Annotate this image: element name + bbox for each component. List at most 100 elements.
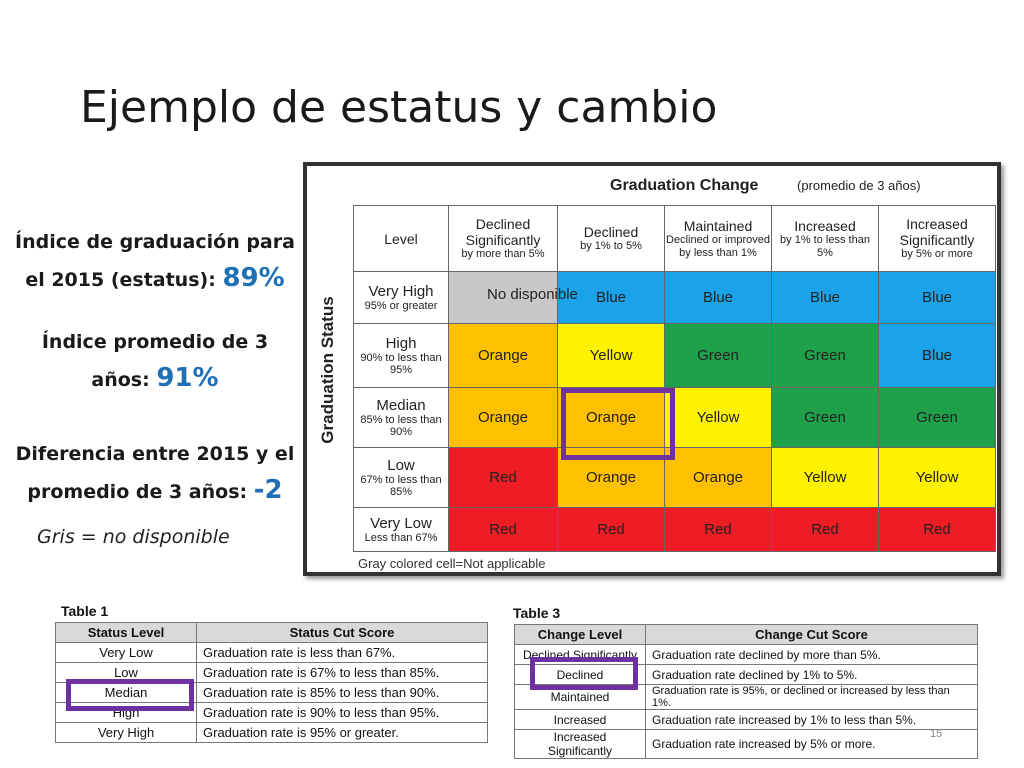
column-header: Maintained Declined or improved by less t…: [664, 205, 772, 272]
matrix-cell: Green: [771, 387, 879, 448]
table-row: Median Graduation rate is 85% to less tha…: [55, 682, 488, 703]
matrix-cell: Blue: [878, 271, 996, 324]
matrix-cell-not-available: [448, 271, 558, 324]
table-cell: Very Low: [55, 642, 197, 663]
matrix-cell: Red: [878, 507, 996, 552]
table-header: Change Level: [514, 624, 646, 645]
table-row: Very Low Graduation rate is less than 67%…: [55, 642, 488, 663]
row-level: Median: [376, 397, 426, 414]
matrix-row: Median 85% to less than 90% Orange Orange…: [353, 387, 996, 448]
row-range: Less than 67%: [364, 532, 438, 544]
row-header: Median 85% to less than 90%: [353, 387, 449, 448]
table-row: Increased Graduation rate increased by 1%…: [514, 709, 978, 730]
change-level-table: Change Level Change Cut Score Declined S…: [514, 624, 978, 759]
table-row: Low Graduation rate is 67% to less than 8…: [55, 662, 488, 683]
table-header: Change Cut Score: [645, 624, 978, 645]
graduation-status-axis-label: Graduation Status: [318, 296, 337, 444]
average-rate-label-line1: Índice promedio de 3: [41, 331, 269, 353]
table-header: Status Level: [55, 622, 197, 643]
table-cell: Graduation rate declined by more than 5%…: [645, 644, 978, 665]
matrix-cell: Red: [448, 447, 558, 508]
matrix-cell: Blue: [557, 271, 665, 324]
graduation-rate-label-line1: Índice de graduación para: [15, 231, 295, 253]
matrix-cell: Red: [664, 507, 772, 552]
table-cell: Very High: [55, 722, 197, 743]
column-title: Declined: [583, 224, 639, 240]
status-change-matrix: Level Declined Significantly by more than…: [353, 205, 996, 552]
matrix-heading: Graduation Change: [610, 177, 759, 194]
row-header: High 90% to less than 95%: [353, 323, 449, 388]
difference-value: -2: [253, 475, 283, 505]
row-range: 67% to less than 85%: [360, 474, 442, 498]
matrix-row: Very High 95% or greater Blue Blue Blue B…: [353, 271, 996, 324]
column-subtitle: by more than 5%: [461, 248, 545, 260]
column-title: Increased: [794, 217, 856, 234]
matrix-corner: Level: [353, 205, 449, 272]
matrix-row: Low 67% to less than 85% Red Orange Orang…: [353, 447, 996, 508]
graduation-rate-label-line2: el 2015 (estatus):: [25, 269, 216, 291]
matrix-cell: Green: [878, 387, 996, 448]
column-title: Maintained: [683, 217, 753, 234]
matrix-cell: Yellow: [557, 323, 665, 388]
table-cell: Graduation rate declined by 1% to 5%.: [645, 664, 978, 685]
table-cell: Graduation rate is 67% to less than 85%.: [196, 662, 488, 683]
table-cell: Graduation rate is less than 67%.: [196, 642, 488, 663]
matrix-highlight-box: [561, 388, 675, 460]
table-row: Increased Significantly Graduation rate i…: [514, 729, 978, 759]
table-cell: Graduation rate increased by 5% or more.: [645, 729, 978, 759]
matrix-header-row: Level Declined Significantly by more than…: [353, 205, 996, 272]
matrix-cell: Orange: [448, 387, 558, 448]
table3-caption: Table 3: [513, 605, 561, 621]
average-rate-block: Índice promedio de 3 años: 91%: [14, 324, 296, 398]
column-header: Declined by 1% to 5%: [557, 205, 665, 272]
matrix-cell: Red: [771, 507, 879, 552]
slide-title: Ejemplo de estatus y cambio: [80, 82, 718, 133]
table-row: Very High Graduation rate is 95% or great…: [55, 722, 488, 743]
table-header: Status Cut Score: [196, 622, 488, 643]
column-subtitle: by 1% to 5%: [580, 240, 642, 252]
matrix-cell: Red: [557, 507, 665, 552]
row-header: Low 67% to less than 85%: [353, 447, 449, 508]
column-header: Declined Significantly by more than 5%: [448, 205, 558, 272]
matrix-cell: Yellow: [878, 447, 996, 508]
row-level: Very High: [368, 283, 434, 300]
row-level: Low: [387, 457, 415, 474]
column-subtitle: Declined or improved by less than 1%: [666, 233, 770, 259]
page-number: 15: [930, 728, 943, 740]
table-header-row: Change Level Change Cut Score: [514, 624, 978, 645]
row-header: Very High 95% or greater: [353, 271, 449, 324]
difference-label-line1: Diferencia entre 2015 y el: [15, 443, 295, 465]
not-available-label: No disponible: [487, 286, 578, 303]
column-subtitle: by 5% or more: [901, 248, 973, 260]
matrix-cell: Green: [771, 323, 879, 388]
table-cell: Graduation rate is 95% or greater.: [196, 722, 488, 743]
table-cell: Graduation rate is 90% to less than 95%.: [196, 702, 488, 723]
row-range: 95% or greater: [364, 300, 438, 312]
column-header: Increased Significantly by 5% or more: [878, 205, 996, 272]
matrix-subheading: (promedio de 3 años): [797, 178, 921, 193]
table-cell: Graduation rate increased by 1% to less …: [645, 709, 978, 730]
matrix-cell: Blue: [664, 271, 772, 324]
matrix-cell: Orange: [557, 387, 665, 448]
column-title: Increased Significantly: [899, 216, 975, 248]
column-subtitle: by 1% to less than 5%: [780, 233, 870, 259]
matrix-cell: Blue: [771, 271, 879, 324]
average-rate-value: 91%: [156, 363, 219, 393]
difference-label-line2: promedio de 3 años:: [27, 481, 248, 503]
table-cell: Graduation rate is 95%, or declined or i…: [645, 684, 978, 710]
row-header: Very Low Less than 67%: [353, 507, 449, 552]
average-rate-label-line2: años:: [91, 369, 150, 391]
matrix-cell: Red: [448, 507, 558, 552]
graduation-rate-value: 89%: [222, 263, 285, 293]
difference-block: Diferencia entre 2015 y el promedio de 3…: [10, 436, 300, 510]
table1-caption: Table 1: [61, 603, 109, 619]
table3-highlight-box: [530, 657, 638, 690]
matrix-row: Very Low Less than 67% Red Red Red Red Re…: [353, 507, 996, 552]
column-header: Increased by 1% to less than 5%: [771, 205, 879, 272]
row-range: 85% to less than 90%: [360, 414, 442, 438]
row-range: 90% to less than 95%: [360, 352, 442, 376]
table-cell: Increased: [514, 709, 646, 730]
gray-cell-note: Gray colored cell=Not applicable: [358, 556, 546, 571]
row-level: High: [385, 335, 417, 352]
matrix-cell: Yellow: [664, 387, 772, 448]
